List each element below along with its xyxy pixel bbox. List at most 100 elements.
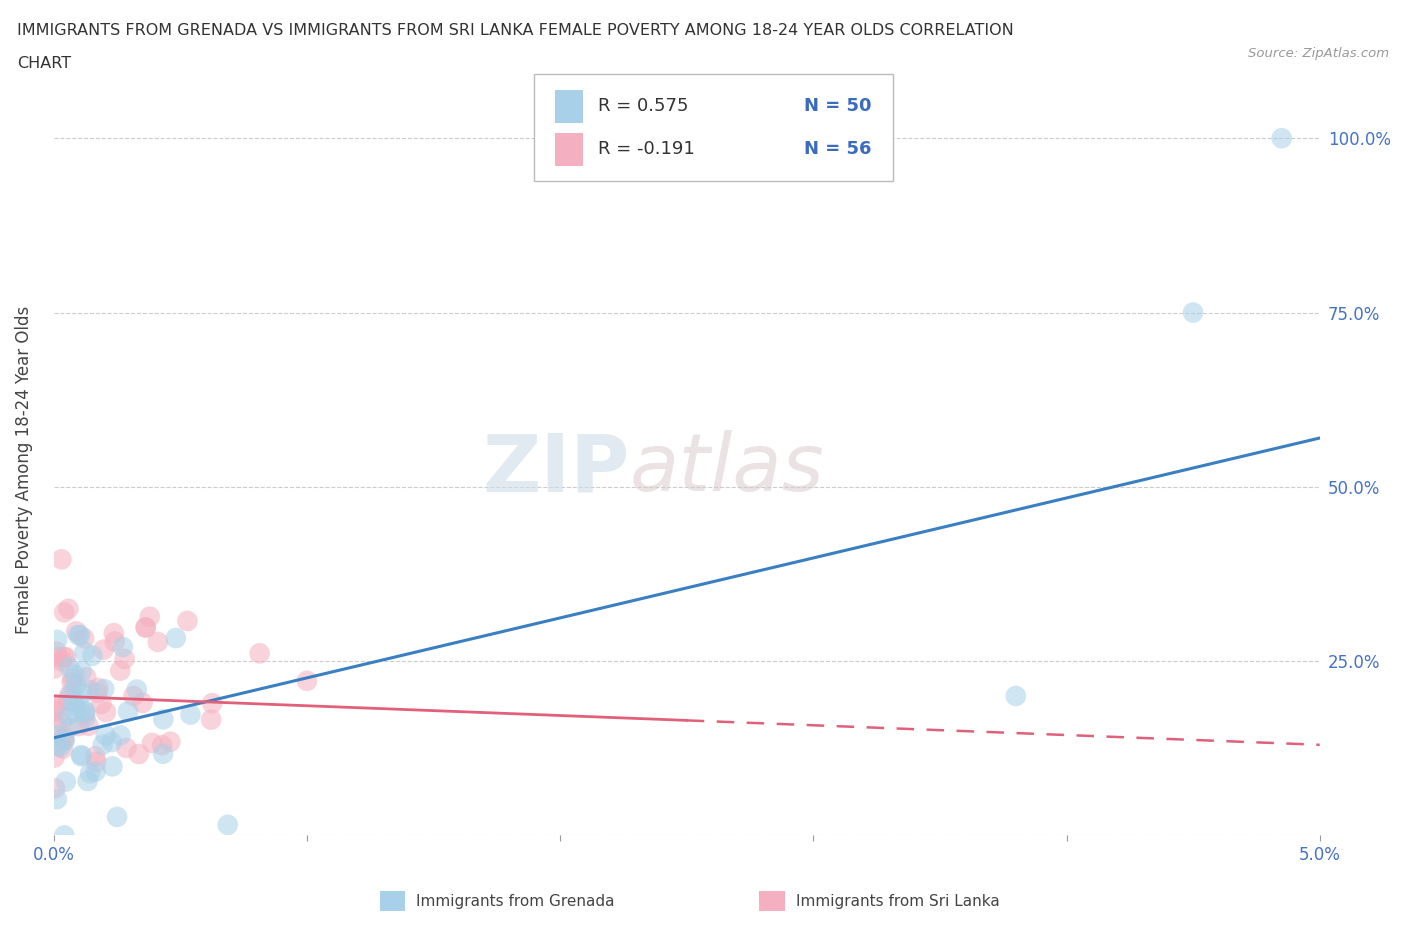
Point [51,714,73,729]
Point [56,708,79,723]
Point [52,650,75,665]
Text: N = 50: N = 50 [804,98,872,115]
Point [101,759,124,774]
Point [110,728,132,743]
Point [111,640,134,655]
Text: CHART: CHART [17,56,70,71]
Point [1271,131,1294,146]
Point [63,698,86,713]
Point [1182,305,1205,320]
Point [117,704,139,719]
Point [45,644,67,659]
Point [53,604,76,619]
Point [63,668,86,683]
Point [93,643,115,658]
Point [75,670,97,684]
Point [138,609,160,624]
Point [53,732,76,747]
Point [1005,688,1028,703]
Point [55,774,77,789]
Point [128,747,150,762]
Point [91,737,114,752]
Point [51,654,73,669]
Point [94,705,117,720]
Point [150,737,173,752]
Point [58,659,80,674]
Point [72,702,94,717]
Point [86,685,108,700]
Point [179,707,201,722]
Point [84,754,107,769]
Point [77,683,100,698]
Point [52,741,75,756]
Point [53,734,76,749]
Point [105,809,128,824]
Point [70,748,93,763]
Point [125,682,148,697]
Point [58,602,80,617]
Point [141,736,163,751]
Point [87,681,110,696]
Point [176,614,198,629]
Point [55,650,77,665]
Text: R = -0.191: R = -0.191 [598,140,695,158]
Point [165,631,187,645]
Point [46,650,69,665]
Point [79,765,101,780]
Point [65,678,87,693]
Text: ZIP: ZIP [482,431,630,509]
Point [217,817,239,832]
Point [70,664,93,679]
Text: R = 0.575: R = 0.575 [598,98,688,115]
Point [60,675,83,690]
Point [90,697,112,711]
Point [84,764,107,779]
Point [115,740,138,755]
Point [249,646,271,661]
Point [200,712,222,727]
Point [152,746,174,761]
Text: atlas: atlas [630,431,824,509]
Point [49,739,72,754]
Point [46,739,69,754]
Point [73,706,96,721]
Point [58,688,80,703]
Point [45,703,67,718]
Point [58,721,80,736]
Point [46,632,69,647]
Point [295,673,318,688]
Point [103,626,125,641]
Point [152,711,174,726]
Point [135,620,157,635]
Point [44,781,66,796]
Point [53,730,76,745]
Text: Source: ZipAtlas.com: Source: ZipAtlas.com [1249,46,1389,60]
Point [114,651,136,666]
Point [73,644,96,659]
Point [201,696,224,711]
Point [44,661,66,676]
Point [67,628,90,643]
Point [84,749,107,764]
Point [135,620,157,635]
Text: N = 56: N = 56 [804,140,872,158]
Point [69,628,91,643]
Y-axis label: Female Poverty Among 18-24 Year Olds: Female Poverty Among 18-24 Year Olds [15,305,32,633]
Point [67,719,90,734]
Point [60,686,83,701]
Point [122,688,145,703]
Point [45,697,67,711]
Text: Immigrants from Grenada: Immigrants from Grenada [416,894,614,909]
Point [100,735,122,750]
Point [75,704,97,719]
Point [51,551,73,566]
Point [70,749,93,764]
Point [60,671,83,685]
Point [44,701,66,716]
Point [44,728,66,743]
Point [62,694,84,709]
Point [72,685,94,700]
Point [56,693,79,708]
Point [73,631,96,645]
Point [131,696,153,711]
